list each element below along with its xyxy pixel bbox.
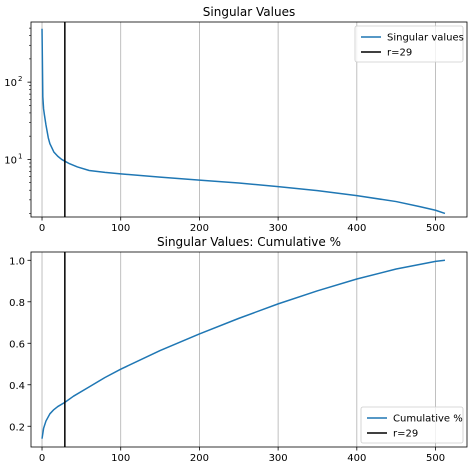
- y-axis-ticks: 0.2 0.4 0.6 0.8 1.0: [9, 256, 31, 433]
- legend-label: Cumulative %: [393, 414, 463, 425]
- legend-box: [354, 25, 464, 63]
- x-axis-ticks: 0 100 200 300 400 500: [39, 447, 445, 464]
- series-lines: [41, 252, 446, 447]
- axes-frame: [30, 21, 468, 218]
- y-tick-label: 10: [4, 78, 17, 89]
- series-line: [41, 28, 446, 215]
- x-tick-label: 200: [190, 453, 209, 464]
- x-tick-label: 100: [111, 223, 130, 234]
- x-tick-label: 0: [39, 223, 45, 234]
- legend: Singular values r=29: [354, 25, 464, 63]
- chart-title: Singular Values: [203, 5, 295, 19]
- x-tick-label: 500: [426, 453, 445, 464]
- x-tick-label: 200: [190, 223, 209, 234]
- legend-label: r=29: [387, 48, 412, 59]
- x-axis-ticks: 0 100 200 300 400 500: [39, 217, 445, 234]
- legend: Cumulative % r=29: [360, 406, 464, 444]
- y-tick-label: 10: [4, 155, 17, 166]
- chart-title: Singular Values: Cumulative %: [157, 235, 341, 249]
- cumulative-chart: Singular Values: Cumulative % 0 100 200 300…: [9, 235, 468, 464]
- y-tick-label: 0.8: [9, 298, 25, 309]
- x-tick-label: 500: [426, 223, 445, 234]
- series-line: [41, 259, 446, 439]
- legend-label: Singular values: [387, 33, 464, 44]
- y-tick-label: 0.4: [9, 381, 25, 392]
- legend-box: [360, 406, 464, 444]
- y-tick-label: 0.2: [9, 422, 25, 433]
- x-tick-label: 300: [269, 223, 288, 234]
- x-tick-label: 400: [347, 453, 366, 464]
- x-tick-label: 300: [269, 453, 288, 464]
- y-tick-label: 0.6: [9, 339, 25, 350]
- x-tick-label: 400: [347, 223, 366, 234]
- y-tick-exponent: 2: [18, 75, 22, 83]
- y-tick-exponent: 1: [18, 152, 22, 160]
- legend-label: r=29: [393, 429, 418, 440]
- series-lines: [41, 22, 446, 217]
- x-tick-label: 0: [39, 453, 45, 464]
- y-tick-label: 1.0: [9, 256, 25, 267]
- x-tick-label: 100: [111, 453, 130, 464]
- axes-frame: [30, 251, 468, 448]
